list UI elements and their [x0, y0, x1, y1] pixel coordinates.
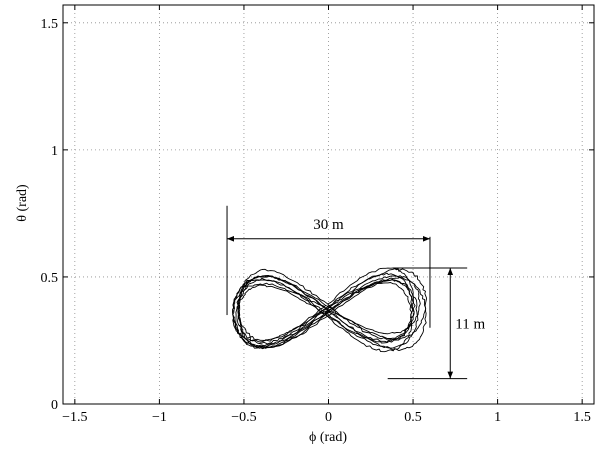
x-tick-label: 1	[494, 410, 501, 425]
ticks: −1.5 −1 −0.5 0 0.5 1 1.5 0 0.5 1 1.5	[41, 5, 594, 425]
figure-eight-loop	[232, 275, 421, 343]
height-annotation-label: 11 m	[455, 316, 485, 332]
x-tick-label: 0.5	[404, 410, 422, 425]
annotations: 30 m 11 m	[226, 205, 485, 380]
x-tick-label: −1	[152, 410, 167, 425]
y-tick-label: 1.5	[41, 17, 59, 32]
figure-eight-loop	[237, 279, 413, 353]
y-tick-label: 0.5	[41, 271, 59, 286]
figure-eight-loop	[237, 267, 416, 342]
plot-frame	[62, 4, 595, 405]
y-tick-label: 1	[51, 144, 58, 159]
x-tick-label: 1.5	[573, 410, 591, 425]
figure-eight-loop	[237, 272, 414, 345]
y-axis-label: θ (rad)	[15, 184, 30, 222]
figure-eight-loop	[232, 268, 427, 347]
y-tick-label: 0	[51, 398, 58, 413]
x-tick-label: 0	[325, 410, 332, 425]
x-tick-label: −0.5	[231, 410, 256, 425]
figure-eight-traces	[231, 267, 427, 353]
figure-eight-loop	[235, 278, 415, 350]
x-axis-label: ϕ (rad)	[309, 430, 347, 445]
x-tick-label: −1.5	[62, 410, 87, 425]
width-annotation-label: 30 m	[313, 217, 344, 233]
grid	[63, 5, 594, 405]
